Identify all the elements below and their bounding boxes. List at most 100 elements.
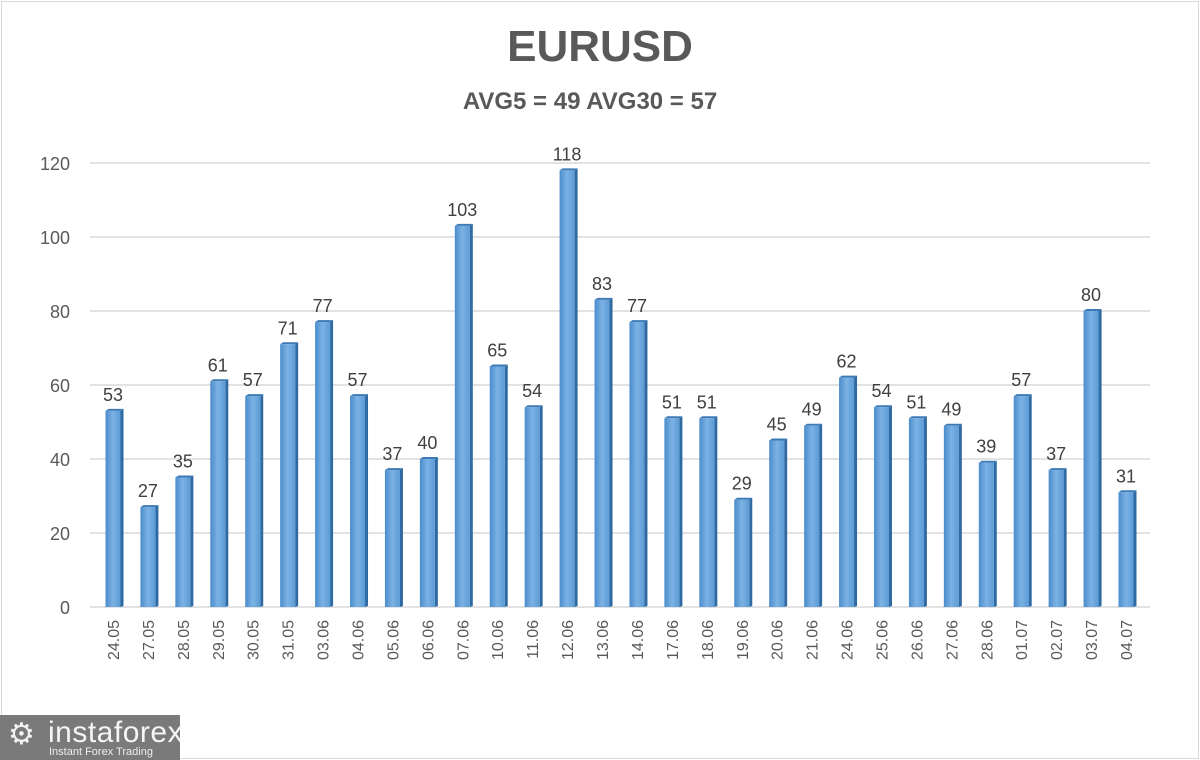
bar-side <box>609 297 613 607</box>
data-label: 37 <box>1046 444 1066 464</box>
data-label: 45 <box>767 415 787 435</box>
bar-top <box>1048 468 1067 471</box>
data-label: 54 <box>522 381 542 401</box>
x-tick-label: 27.06 <box>944 620 961 660</box>
y-tick-label: 80 <box>50 302 70 322</box>
data-label: 61 <box>208 355 228 375</box>
bar-top <box>559 168 578 171</box>
x-tick-label: 07.06 <box>455 620 472 660</box>
bar <box>804 425 820 607</box>
bar-top <box>978 460 997 463</box>
data-label: 29 <box>732 474 752 494</box>
bar-side <box>958 423 962 607</box>
bar-side <box>644 320 648 607</box>
bar-top <box>839 375 858 378</box>
bar-side <box>539 405 543 607</box>
bar <box>175 477 191 607</box>
data-label: 51 <box>697 392 717 412</box>
bar-top <box>873 405 892 408</box>
x-tick-label: 02.07 <box>1049 620 1066 660</box>
bar-side <box>784 438 788 607</box>
bar-side <box>888 405 892 607</box>
bar-top <box>524 405 543 408</box>
bar-side <box>330 320 334 607</box>
gear-icon: ⚙ <box>8 718 35 751</box>
bar-top <box>769 438 788 441</box>
x-tick-label: 29.05 <box>211 620 228 660</box>
bar-side <box>1063 468 1067 607</box>
data-label: 49 <box>802 400 822 420</box>
bar-top <box>1083 309 1102 311</box>
x-tick-label: 27.05 <box>141 620 158 660</box>
x-tick-label: 20.06 <box>770 620 787 660</box>
bar-side <box>190 475 194 607</box>
y-tick-label: 60 <box>50 376 70 396</box>
data-label: 80 <box>1081 285 1101 305</box>
bar <box>489 366 505 607</box>
bar <box>245 396 261 607</box>
bar-top <box>664 416 683 419</box>
bar-side <box>155 505 159 607</box>
data-label: 103 <box>447 200 477 220</box>
instaforex-logo: ⚙ instaforex Instant Forex Trading <box>0 715 183 760</box>
bar-top <box>350 394 369 397</box>
bar-top <box>489 364 508 367</box>
bar-side <box>295 342 299 607</box>
bar-top <box>210 379 229 382</box>
data-label: 57 <box>243 370 263 390</box>
data-label: 71 <box>278 318 298 338</box>
y-tick-label: 0 <box>60 598 70 618</box>
bar-side <box>923 416 927 607</box>
data-label: 51 <box>906 392 926 412</box>
bar-side <box>714 416 718 607</box>
bar <box>350 396 366 607</box>
y-tick-label: 120 <box>40 154 70 174</box>
x-tick-label: 13.06 <box>595 620 612 660</box>
bar <box>280 344 296 607</box>
y-tick-label: 20 <box>50 524 70 544</box>
x-tick-label: 24.05 <box>106 620 123 660</box>
bar-side <box>854 375 858 607</box>
bar-top <box>419 457 438 459</box>
bar <box>978 462 994 607</box>
data-label: 51 <box>662 392 682 412</box>
data-label: 118 <box>553 144 582 164</box>
chart-subtitle: AVG5 = 49 AVG30 = 57 <box>462 88 718 115</box>
bar-side <box>819 423 823 607</box>
x-tick-label: 04.06 <box>351 620 368 660</box>
data-label: 65 <box>487 341 507 361</box>
data-label: 83 <box>592 274 612 294</box>
data-label: 53 <box>103 385 123 405</box>
bar <box>699 418 715 607</box>
bar-side <box>504 364 508 607</box>
bar-side <box>1133 490 1137 607</box>
bar-side <box>260 394 264 607</box>
x-tick-label: 26.06 <box>909 620 926 660</box>
x-tick-label: 10.06 <box>490 620 507 660</box>
bar-top <box>1013 394 1032 397</box>
x-tick-label: 03.06 <box>316 620 333 660</box>
x-tick-label: 25.06 <box>874 620 891 660</box>
chart-title: EURUSD <box>507 22 693 71</box>
data-label: 27 <box>138 481 158 501</box>
data-label: 77 <box>627 296 647 316</box>
data-label: 31 <box>1116 466 1136 486</box>
bar-top <box>699 416 718 419</box>
x-tick-label: 06.06 <box>420 620 437 660</box>
x-tick-label: 17.06 <box>665 620 682 660</box>
bar <box>629 322 645 607</box>
x-tick-label: 18.06 <box>700 620 717 660</box>
bar-top <box>105 408 124 411</box>
y-tick-label: 100 <box>40 228 70 248</box>
bar-side <box>365 394 369 607</box>
bar-side <box>469 223 473 607</box>
x-tick-label: 12.06 <box>560 620 577 660</box>
bar <box>524 407 540 607</box>
data-label: 49 <box>941 400 961 420</box>
data-label: 62 <box>837 352 857 372</box>
bar-top <box>245 394 264 397</box>
logo-tagline: Instant Forex Trading <box>49 746 153 758</box>
x-tick-label: 28.06 <box>979 620 996 660</box>
bar-top <box>175 475 194 478</box>
